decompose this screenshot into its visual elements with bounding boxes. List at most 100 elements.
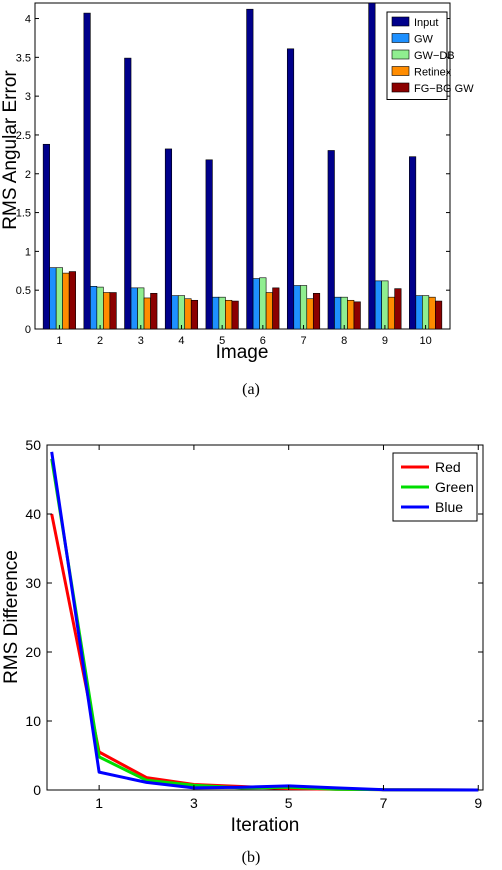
bar-input-4 (164, 148, 173, 330)
bar-gw-7 (293, 285, 301, 330)
x-tick-label-a: 5 (219, 335, 225, 347)
x-axis-label-b: Iteration (231, 815, 300, 836)
bar-retinex-7 (306, 298, 314, 330)
bar-retinex-8 (347, 299, 355, 330)
line-chart-b: 1 3 5 7 9 0 10 20 30 40 50 Iteration RMS Differenc… (1, 437, 484, 836)
x-tick-label-a: 10 (419, 335, 431, 347)
x-tick-label-a: 1 (56, 335, 62, 347)
legend-swatch-3 (391, 66, 410, 76)
bar-input-10 (409, 156, 417, 330)
bar-gw-10 (415, 295, 423, 330)
y-tick-label-a: 0 (25, 324, 31, 336)
legend-label-green: Green (435, 479, 474, 495)
bars-group-a (42, 2, 443, 330)
bar-input-3 (124, 57, 132, 330)
y-tick-label-a: 3.5 (16, 52, 31, 64)
legend-label-2: GW−DB (414, 50, 455, 62)
bar-fg-bg-gw-6 (272, 287, 280, 330)
legend-label-3: Retinex (414, 67, 452, 79)
bar-gw-db-9 (381, 280, 389, 330)
axes-group-b: 1 3 5 7 9 0 10 20 30 40 50 (25, 437, 483, 811)
bar-fg-bg-gw-5 (231, 300, 239, 330)
bar-input-2 (83, 12, 91, 330)
y-tick-label-a: 1 (25, 246, 31, 258)
y-tick-label-a: 0.5 (16, 285, 31, 297)
bar-retinex-3 (143, 297, 151, 330)
bar-retinex-9 (387, 296, 395, 330)
bar-fg-bg-gw-2 (109, 292, 117, 330)
y-tick-label-b: 10 (25, 713, 41, 729)
y-tick-label-b: 30 (25, 575, 41, 591)
x-tick-label-a: 2 (97, 335, 103, 347)
y-tick-label-a: 1.5 (16, 208, 31, 220)
bar-gw-1 (49, 267, 57, 330)
y-tick-label-a: 2 (25, 169, 31, 181)
bar-gw-db-5 (218, 296, 226, 330)
x-tick-label-b: 9 (474, 795, 482, 811)
bar-gw-db-7 (299, 285, 308, 330)
y-tick-label-b: 20 (25, 644, 41, 660)
bar-fg-bg-gw-3 (150, 292, 158, 330)
x-tick-label-a: 3 (138, 335, 144, 347)
bar-gw-db-8 (340, 296, 348, 330)
legend-label-4: FG−BG GW (414, 83, 474, 95)
legend-swatch-1 (391, 33, 410, 43)
x-tick-label-a: 7 (300, 335, 306, 347)
caption-a: (a) (242, 381, 260, 398)
bar-gw-db-2 (96, 286, 104, 330)
y-tick-label-b: 0 (33, 782, 41, 798)
y-axis-label-a: RMS Angular Error (0, 70, 21, 230)
legend-swatch-0 (391, 16, 410, 27)
y-tick-label-a: 2.5 (16, 130, 31, 142)
x-axis-label-a: Image (216, 342, 269, 363)
axes-group-a: 1 2 3 4 5 6 7 8 9 10 0 0.5 1 1.5 2 2.5 3 3.5 4 (16, 14, 450, 347)
y-tick-label-b: 40 (25, 506, 41, 522)
bar-gw-8 (334, 296, 342, 330)
bar-chart-a: 1 2 3 4 5 6 7 8 9 10 0 0.5 1 1.5 2 2.5 3 3.5 4 Image RMS A… (0, 2, 474, 363)
x-tick-label-b: 7 (380, 795, 388, 811)
bar-input-1 (42, 143, 50, 330)
legend-box-b (392, 452, 478, 522)
bar-fg-bg-gw-4 (190, 299, 199, 330)
bar-retinex-5 (225, 299, 233, 330)
x-tick-label-b: 3 (190, 795, 198, 811)
bar-gw-db-3 (137, 287, 145, 330)
y-tick-label-b: 50 (25, 437, 41, 453)
bar-input-7 (286, 48, 295, 330)
bar-gw-db-4 (177, 295, 186, 330)
line-blue (50, 451, 479, 792)
bar-gw-9 (374, 280, 382, 330)
y-tick-label-a: 3 (25, 91, 31, 103)
bar-retinex-4 (184, 298, 192, 330)
bar-fg-bg-gw-1 (68, 271, 76, 330)
bar-retinex-1 (62, 272, 70, 330)
bar-gw-db-10 (422, 295, 430, 330)
bar-fg-bg-gw-9 (394, 288, 402, 330)
x-tick-label-b: 5 (285, 795, 293, 811)
bar-fg-bg-gw-10 (435, 300, 443, 330)
legend-a: Input GW GW−DB Retinex FG−BG GW (386, 11, 474, 100)
bar-input-8 (327, 150, 335, 330)
bar-retinex-2 (103, 292, 111, 330)
legend-swatch-4 (391, 82, 410, 93)
legend-label-0: Input (414, 17, 438, 29)
bar-retinex-6 (265, 292, 273, 330)
lines-group-b (50, 451, 479, 792)
x-tick-label-a: 6 (260, 335, 266, 347)
bar-gw-db-1 (55, 267, 63, 330)
bar-gw-5 (212, 296, 220, 330)
x-tick-label-a: 9 (382, 335, 388, 347)
bar-gw-3 (130, 287, 138, 330)
legend-swatch-2 (391, 49, 410, 60)
bar-fg-bg-gw-8 (353, 301, 361, 330)
bar-input-9 (368, 2, 376, 330)
bar-retinex-10 (428, 296, 436, 330)
y-axis-label-b: RMS Difference (1, 550, 22, 684)
legend-label-1: GW (414, 34, 434, 46)
legend-label-red: Red (435, 459, 461, 475)
bar-gw-6 (252, 278, 260, 330)
bar-gw-2 (90, 286, 98, 330)
x-tick-label-a: 4 (178, 335, 184, 347)
x-tick-label-a: 8 (341, 335, 347, 347)
